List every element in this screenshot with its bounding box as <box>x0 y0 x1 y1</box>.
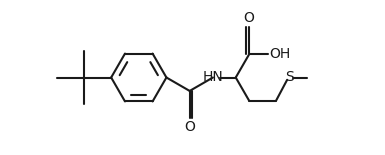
Text: S: S <box>285 71 294 84</box>
Text: OH: OH <box>269 47 290 61</box>
Text: HN: HN <box>203 71 223 84</box>
Text: O: O <box>184 120 195 134</box>
Text: O: O <box>244 11 254 25</box>
